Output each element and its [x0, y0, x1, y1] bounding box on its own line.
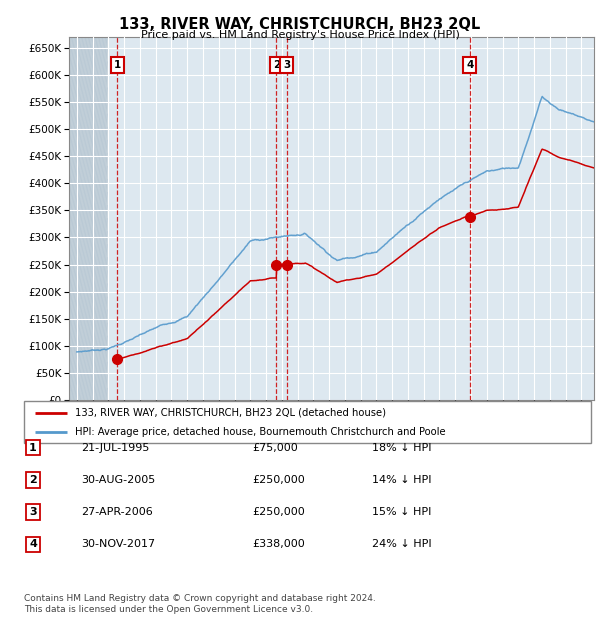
Text: 2: 2 — [29, 475, 37, 485]
Text: 15% ↓ HPI: 15% ↓ HPI — [372, 507, 431, 517]
Text: 1: 1 — [113, 60, 121, 70]
Text: 21-JUL-1995: 21-JUL-1995 — [81, 443, 149, 453]
Text: £75,000: £75,000 — [252, 443, 298, 453]
Text: HPI: Average price, detached house, Bournemouth Christchurch and Poole: HPI: Average price, detached house, Bour… — [75, 427, 446, 437]
Text: Price paid vs. HM Land Registry's House Price Index (HPI): Price paid vs. HM Land Registry's House … — [140, 30, 460, 40]
Text: 4: 4 — [29, 539, 37, 549]
Text: £250,000: £250,000 — [252, 475, 305, 485]
Text: 2: 2 — [273, 60, 280, 70]
Text: 14% ↓ HPI: 14% ↓ HPI — [372, 475, 431, 485]
Text: 1: 1 — [29, 443, 37, 453]
FancyBboxPatch shape — [24, 401, 591, 443]
Text: Contains HM Land Registry data © Crown copyright and database right 2024.
This d: Contains HM Land Registry data © Crown c… — [24, 595, 376, 614]
Text: £250,000: £250,000 — [252, 507, 305, 517]
Text: 3: 3 — [29, 507, 37, 517]
Text: 30-AUG-2005: 30-AUG-2005 — [81, 475, 155, 485]
Text: 18% ↓ HPI: 18% ↓ HPI — [372, 443, 431, 453]
Text: 24% ↓ HPI: 24% ↓ HPI — [372, 539, 431, 549]
Text: 3: 3 — [283, 60, 290, 70]
Polygon shape — [69, 37, 107, 400]
Text: £338,000: £338,000 — [252, 539, 305, 549]
Text: 27-APR-2006: 27-APR-2006 — [81, 507, 153, 517]
Text: 133, RIVER WAY, CHRISTCHURCH, BH23 2QL: 133, RIVER WAY, CHRISTCHURCH, BH23 2QL — [119, 17, 481, 32]
Text: 30-NOV-2017: 30-NOV-2017 — [81, 539, 155, 549]
Text: 133, RIVER WAY, CHRISTCHURCH, BH23 2QL (detached house): 133, RIVER WAY, CHRISTCHURCH, BH23 2QL (… — [75, 407, 386, 417]
Text: 4: 4 — [466, 60, 473, 70]
